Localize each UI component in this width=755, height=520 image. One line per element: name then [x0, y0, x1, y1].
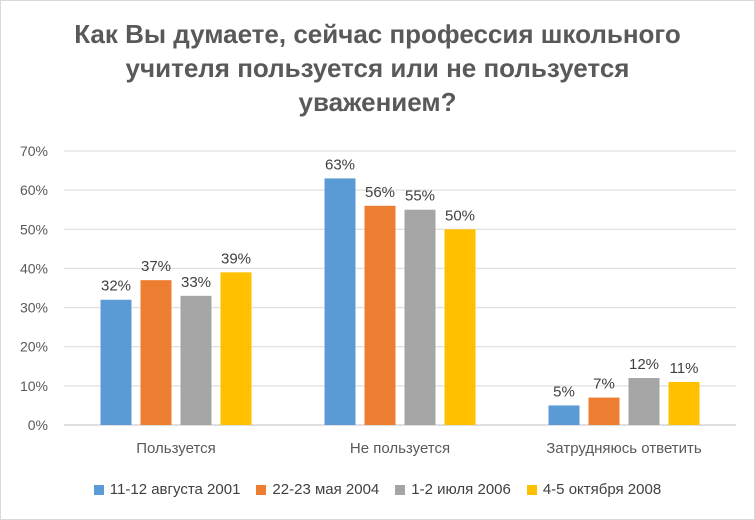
chart-title-line-2: учителя пользуется или не пользуется: [125, 53, 630, 83]
bar: [668, 381, 700, 425]
legend-item: 4-5 октября 2008: [526, 481, 662, 498]
chart-title-line-1: Как Вы думаете, сейчас профессия школьно…: [74, 19, 681, 49]
bar: [404, 209, 436, 425]
chart-title-line-3: уважением?: [298, 87, 457, 117]
data-label: 39%: [221, 250, 251, 267]
y-tick-label: 40%: [20, 260, 48, 276]
legend-label: 1-2 июля 2006: [411, 481, 511, 498]
legend-item: 1-2 июля 2006: [395, 481, 511, 498]
bar: [444, 229, 476, 425]
data-label: 63%: [325, 156, 355, 173]
data-label: 37%: [141, 258, 171, 275]
category-label: Не пользуется: [350, 440, 450, 457]
bar: [100, 299, 132, 425]
y-tick-label: 50%: [20, 221, 48, 237]
y-tick-label: 0%: [28, 417, 48, 433]
data-label: 11%: [670, 360, 699, 377]
category-label: Затрудняюсь ответить: [546, 440, 702, 457]
bar: [364, 205, 396, 425]
bar: [140, 280, 172, 425]
data-label: 32%: [101, 278, 131, 295]
bar: [324, 178, 356, 425]
data-label: 5%: [553, 383, 575, 400]
y-tick-label: 10%: [20, 378, 48, 394]
legend-swatch: [256, 484, 267, 495]
legend-swatch: [395, 484, 406, 495]
legend-item: 11-12 августа 2001: [93, 481, 241, 498]
data-label: 55%: [405, 188, 435, 205]
bar: [220, 272, 252, 425]
bar: [180, 295, 212, 425]
chart-title: Как Вы думаете, сейчас профессия школьно…: [1, 17, 754, 119]
y-tick-label: 60%: [20, 182, 48, 198]
legend-label: 11-12 августа 2001: [109, 481, 241, 498]
data-label: 50%: [445, 207, 475, 224]
chart-legend: 11-12 августа 2001 22-23 мая 2004 1-2 ию…: [1, 481, 754, 498]
bar: [588, 397, 620, 425]
data-label: 56%: [365, 184, 395, 201]
bar: [548, 405, 580, 425]
y-tick-label: 30%: [20, 300, 48, 316]
category-label: Пользуется: [136, 440, 216, 457]
data-label: 33%: [181, 274, 211, 291]
legend-item: 22-23 мая 2004: [256, 481, 379, 498]
y-tick-label: 70%: [20, 143, 48, 159]
y-tick-label: 20%: [20, 339, 48, 355]
bar: [628, 378, 660, 425]
legend-swatch: [93, 484, 104, 495]
legend-label: 4-5 октября 2008: [542, 481, 662, 498]
legend-swatch: [526, 484, 537, 495]
legend-label: 22-23 мая 2004: [272, 481, 380, 498]
data-label: 12%: [629, 356, 659, 373]
data-label: 7%: [593, 376, 615, 393]
